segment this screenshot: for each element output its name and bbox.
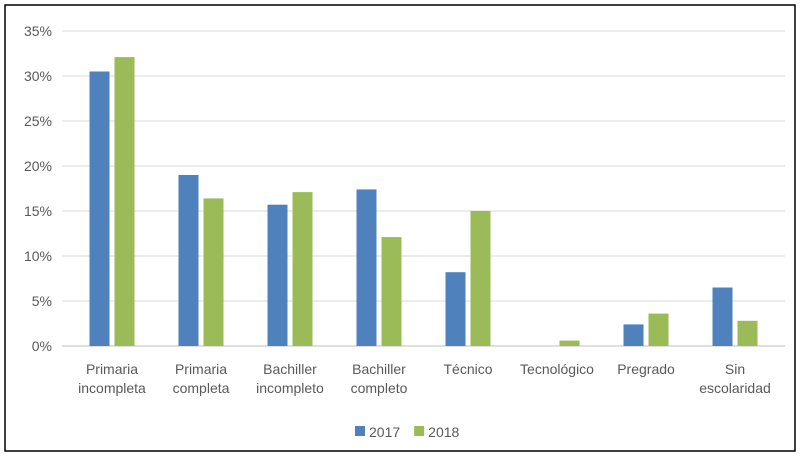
y-tick-label: 20% [24, 158, 52, 174]
bar [203, 198, 224, 346]
bar [114, 57, 135, 346]
x-tick-label: Bachiller incompleto [256, 361, 324, 396]
bar [178, 175, 199, 346]
bar [381, 237, 402, 346]
legend-label: 2018 [428, 424, 459, 440]
bar [623, 324, 644, 346]
chart-frame [4, 4, 796, 452]
x-tick-label: Bachiller completo [351, 361, 408, 396]
y-tick-label: 10% [24, 248, 52, 264]
y-tick-label: 25% [24, 113, 52, 129]
legend-swatch [414, 426, 425, 436]
y-tick-label: 5% [32, 293, 52, 309]
bar [292, 192, 313, 346]
x-tick-label: Técnico [443, 361, 492, 377]
bar [559, 340, 580, 346]
bar [356, 189, 377, 346]
y-tick-label: 15% [24, 203, 52, 219]
bar [712, 287, 733, 346]
bar [470, 211, 491, 346]
legend-label: 2017 [369, 424, 400, 440]
y-tick-label: 35% [24, 23, 52, 39]
bar [89, 71, 110, 346]
y-tick-label: 30% [24, 68, 52, 84]
x-tick-label: Sin escolaridad [699, 361, 771, 396]
y-tick-label: 0% [32, 338, 52, 354]
x-tick-label: Tecnológico [520, 361, 594, 377]
x-tick-label: Primaria completa [173, 361, 230, 396]
x-tick-label: Primaria incompleta [78, 361, 146, 396]
bar [445, 272, 466, 346]
legend-swatch [355, 426, 365, 436]
bar [648, 313, 669, 346]
x-tick-label: Pregrado [617, 361, 675, 377]
bar [267, 204, 288, 346]
bar [737, 320, 758, 346]
